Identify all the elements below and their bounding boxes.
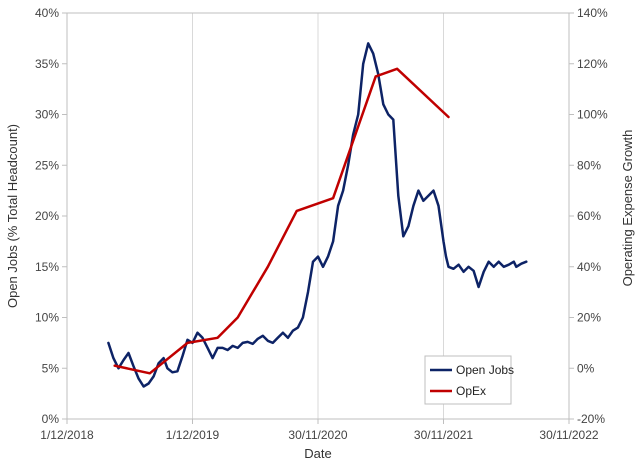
y-right-tick-label: 100% xyxy=(577,108,608,122)
y-left-tick-label: 40% xyxy=(35,6,59,20)
series-layer xyxy=(107,42,528,388)
y-left-tick-label: 20% xyxy=(35,209,59,223)
y-right-axis-title: Operating Expense Growth xyxy=(620,130,635,287)
x-tick-label: 1/12/2018 xyxy=(40,428,94,442)
x-tick-label: 30/11/2021 xyxy=(414,428,473,442)
y-left-tick-label: 25% xyxy=(35,158,59,172)
right-axis-ticks: -20% 0% 20% 40% 60% 80% 100% 120% 140% xyxy=(569,6,608,426)
series-line-open-jobs xyxy=(107,42,528,388)
y-left-tick-label: 30% xyxy=(35,108,59,122)
legend: Open Jobs OpEx xyxy=(424,355,514,405)
legend-label-open-jobs: Open Jobs xyxy=(456,363,514,377)
x-tick-label: 1/12/2019 xyxy=(166,428,220,442)
x-axis-title: Date xyxy=(304,446,331,461)
y-right-tick-label: 140% xyxy=(577,6,608,20)
x-tick-label: 30/11/2022 xyxy=(539,428,598,442)
series-line-opex xyxy=(113,67,450,375)
y-right-tick-label: 120% xyxy=(577,57,608,71)
y-left-tick-label: 5% xyxy=(42,361,60,375)
y-left-tick-label: 0% xyxy=(42,412,60,426)
y-right-tick-label: 80% xyxy=(577,158,601,172)
y-left-axis-title: Open Jobs (% Total Headcount) xyxy=(5,124,20,308)
y-left-tick-label: 10% xyxy=(35,311,59,325)
y-right-tick-label: 0% xyxy=(577,361,595,375)
legend-box xyxy=(424,355,512,405)
y-right-tick-label: 60% xyxy=(577,209,601,223)
y-right-tick-label: -20% xyxy=(577,412,605,426)
x-axis-ticks: 1/12/2018 1/12/2019 30/11/2020 30/11/2021 30… xyxy=(40,419,599,442)
y-right-tick-label: 40% xyxy=(577,260,601,274)
y-left-tick-label: 15% xyxy=(35,260,59,274)
y-left-tick-label: 35% xyxy=(35,57,59,71)
legend-label-opex: OpEx xyxy=(456,384,486,398)
left-axis-ticks: 0% 5% 10% 15% 20% 25% 30% 35% 40% xyxy=(35,6,67,426)
x-tick-label: 30/11/2020 xyxy=(288,428,347,442)
y-right-tick-label: 20% xyxy=(577,311,601,325)
